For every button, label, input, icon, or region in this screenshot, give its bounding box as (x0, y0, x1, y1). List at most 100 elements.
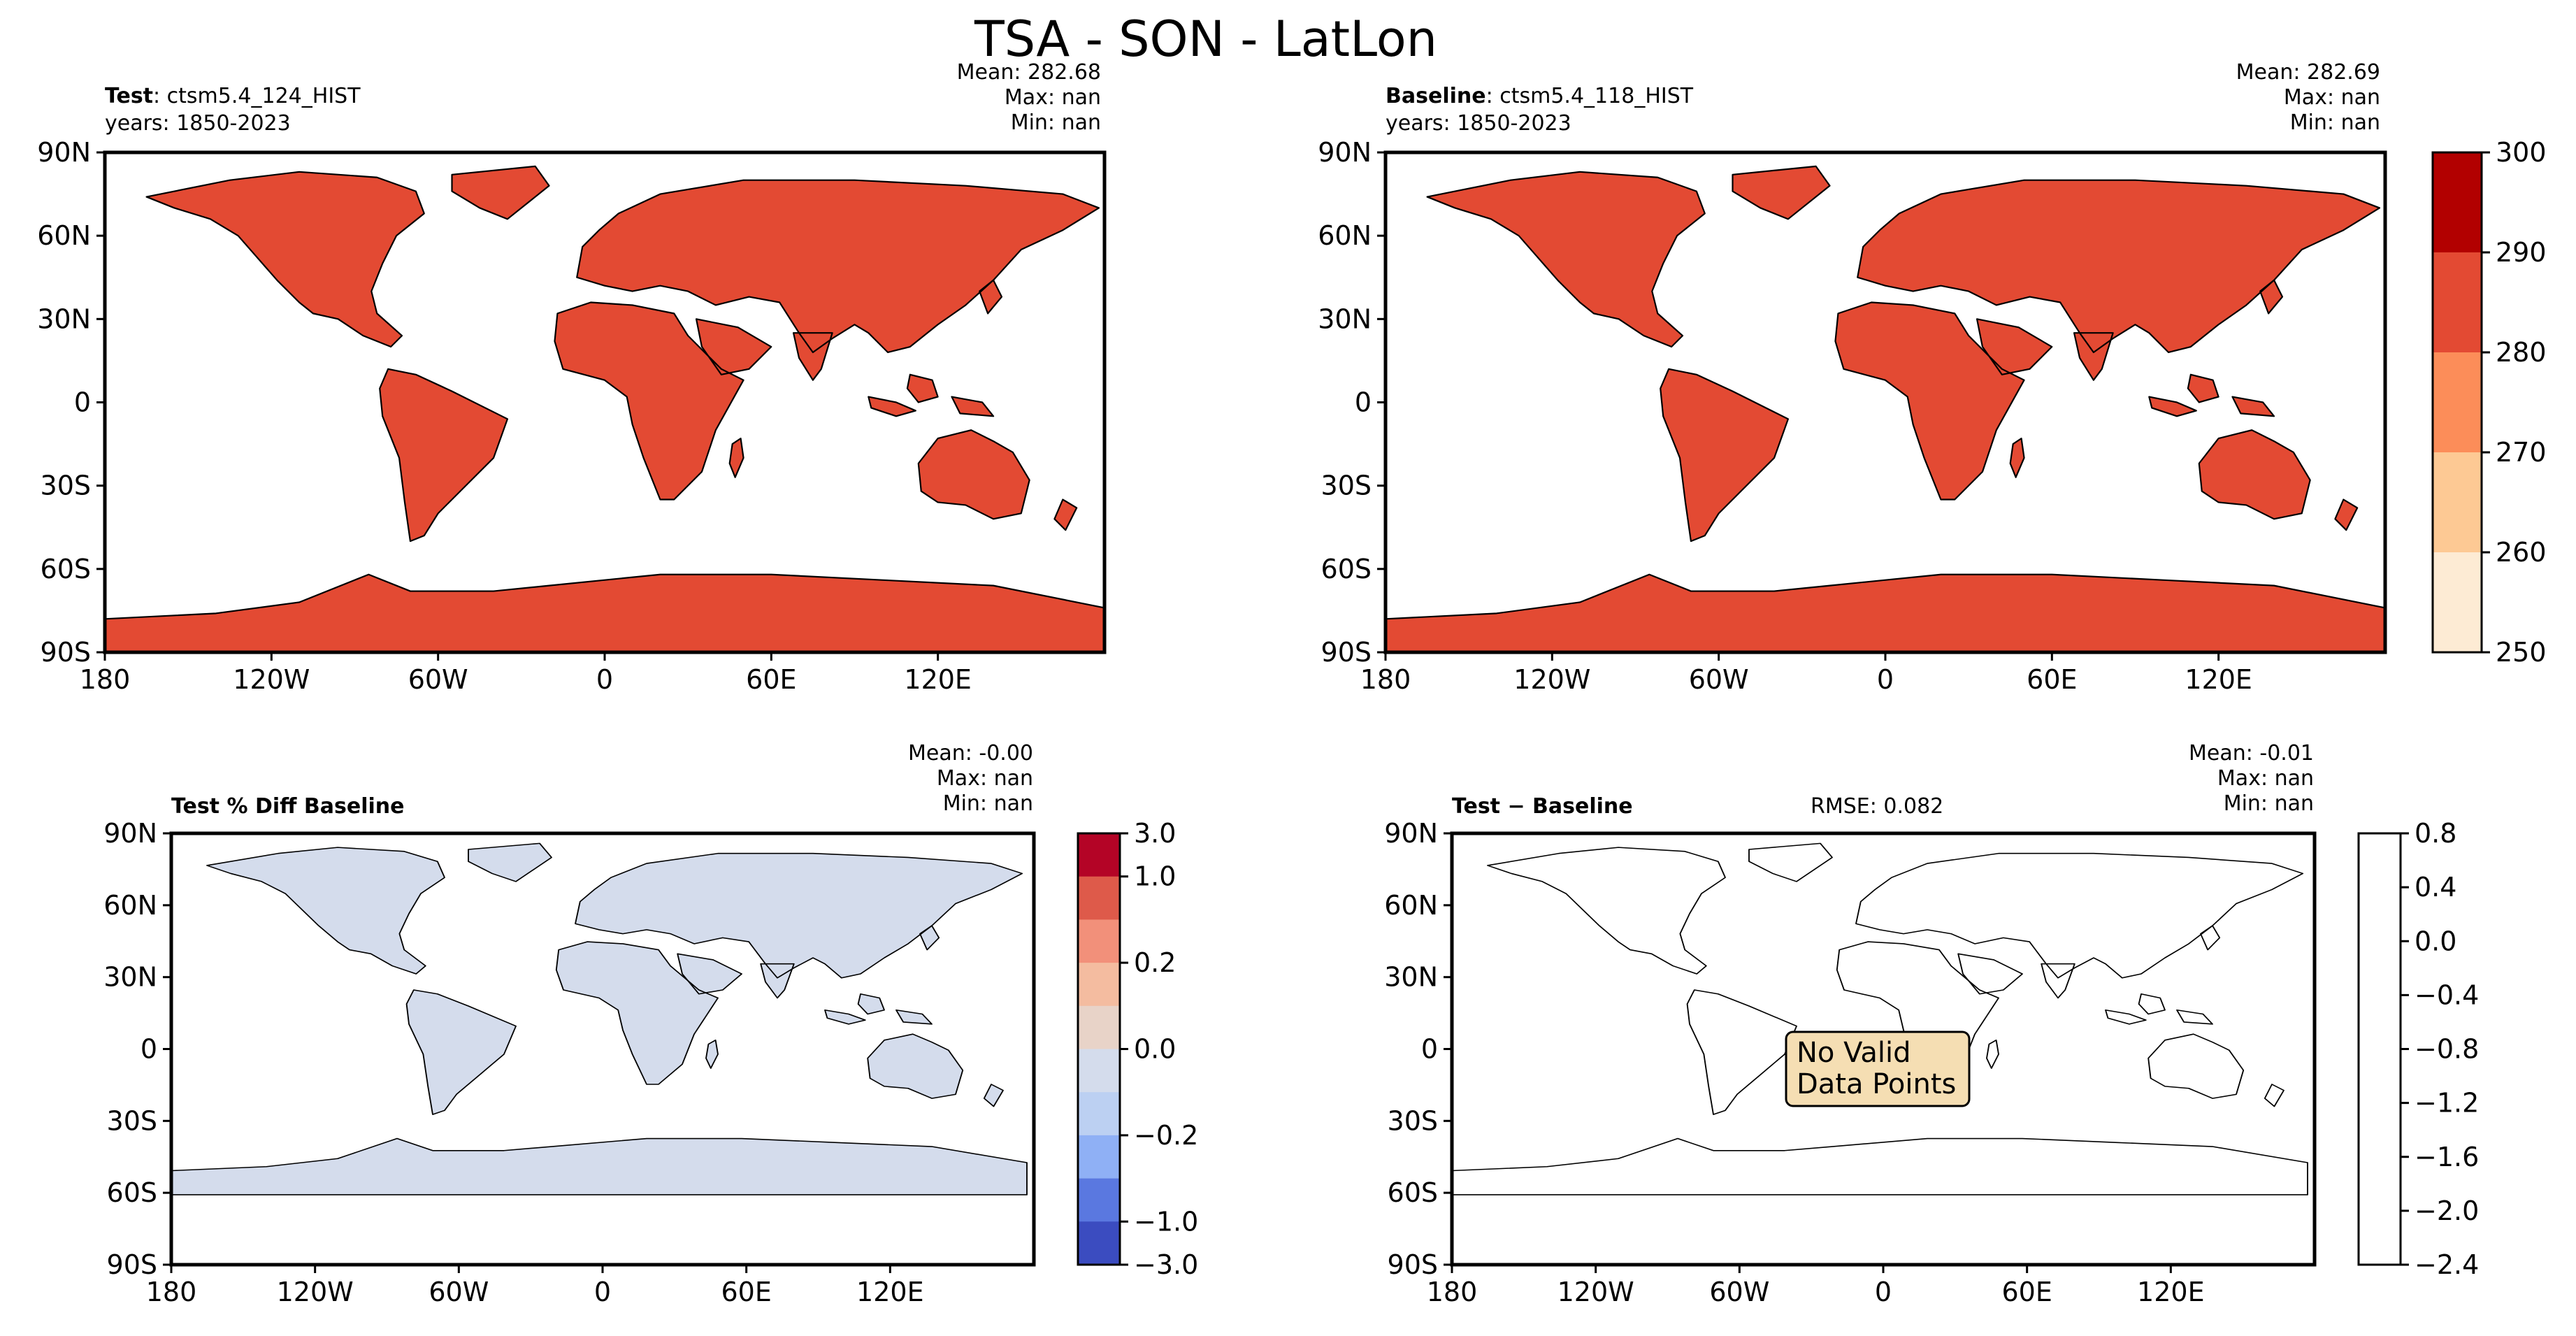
test-panel: Test: ctsm5.4_124_HIST years: 1850-2023 … (37, 60, 1107, 695)
lat-tick-label: 0 (74, 387, 91, 418)
colorbar-swatch (1078, 919, 1120, 963)
baseline-map-land-0 (1427, 171, 1705, 347)
lon-tick-label: 0 (1877, 664, 1894, 695)
baseline-label: Baseline (1386, 84, 1486, 108)
lon-tick-label: 60E (721, 1277, 771, 1307)
diverging-colorbar: 3.0 1.0 0.2 0.0 −0.2 −1.0 −3.0 (1077, 818, 1198, 1280)
lat-tick-label: 0 (141, 1034, 157, 1065)
colorbar-label: −3.0 (1134, 1249, 1198, 1280)
lon-ticks: 180 120W 60W 0 60E 120E (146, 1265, 924, 1307)
lon-tick-label: 120E (2137, 1277, 2205, 1307)
colorbar-label: 0.4 (2415, 872, 2456, 903)
baseline-map-land-3 (1857, 180, 2380, 352)
colorbar-label: 0.8 (2415, 818, 2456, 849)
colorbar-swatch (1078, 1178, 1120, 1222)
colorbar-swatch (2433, 352, 2482, 453)
nodata-line-2: Data Points (1797, 1068, 1956, 1100)
baseline-mean: Mean: 282.69 (2236, 60, 2380, 85)
lon-tick-label: 120W (277, 1277, 354, 1307)
colorbar-label: −2.4 (2415, 1249, 2479, 1280)
pctdiff-map-land-5 (706, 1040, 718, 1069)
lon-tick-label: 60E (2001, 1277, 2052, 1307)
lat-tick-label: 30N (37, 303, 91, 334)
pctdiff-map-land-4 (556, 942, 718, 1084)
colorbar-label: 300 (2496, 137, 2547, 168)
lon-tick-label: 60W (429, 1277, 489, 1307)
test-map-land-2 (452, 166, 549, 220)
lon-tick-label: 60E (2027, 664, 2077, 695)
pctdiff-map-land-10 (896, 1010, 932, 1024)
lat-tick-label: 30N (103, 962, 157, 993)
pctdiff-map-land-6 (677, 954, 742, 994)
lat-tick-label: 90S (1321, 637, 1372, 668)
colorbar-swatch (1078, 1049, 1120, 1093)
diff-colorbar: 0.8 0.4 0.0 −0.4 −0.8 −1.2 −1.6 −2.0 −2.4 (2357, 818, 2479, 1280)
baseline-map-land-4 (1835, 302, 2024, 500)
colorbar-label: 250 (2496, 637, 2547, 668)
pctdiff-map-land-3 (575, 853, 1023, 978)
nodata-annotation: No Valid Data Points (1785, 1030, 1971, 1107)
lat-tick-label: 30N (1318, 303, 1372, 334)
lat-tick-label: 30S (1321, 471, 1372, 501)
lon-tick-label: 180 (80, 664, 131, 695)
pctdiff-max: Max: nan (937, 766, 1033, 791)
lat-tick-label: 0 (1355, 387, 1372, 418)
diff-label: Test − Baseline (1452, 794, 1633, 819)
test-header: Test: ctsm5.4_124_HIST (105, 84, 361, 108)
lat-tick-label: 30S (107, 1105, 157, 1136)
baseline-map-land-1 (1660, 368, 1788, 542)
pctdiff-panel: Test % Diff Baseline Mean: -0.00 Max: na… (103, 741, 1036, 1307)
colorbar-swatch (1078, 1005, 1120, 1049)
colorbar-label: 290 (2496, 237, 2547, 268)
colorbar-swatch (2433, 452, 2482, 553)
lat-tick-label: 60N (1318, 220, 1372, 251)
nodata-line-1: No Valid (1797, 1037, 1911, 1069)
pctdiff-label: Test % Diff Baseline (171, 794, 405, 819)
colorbar-label: 3.0 (1134, 818, 1176, 849)
test-map-land-9 (907, 374, 938, 403)
pctdiff-mean: Mean: -0.00 (908, 741, 1033, 766)
pctdiff-map-land-fill (171, 843, 1027, 1195)
diff-panel: Test − Baseline RMSE: 0.082 Mean: -0.01 … (1384, 741, 2317, 1307)
baseline-map-land-14 (1386, 574, 2385, 652)
baseline-header: Baseline: ctsm5.4_118_HIST (1386, 84, 1694, 108)
lon-tick-label: 180 (1427, 1277, 1478, 1307)
lon-tick-label: 60W (408, 664, 468, 695)
test-map-land-1 (380, 368, 508, 542)
pctdiff-map-land-8 (825, 1010, 865, 1024)
test-map-land-10 (951, 396, 994, 417)
lat-tick-label: 30S (1388, 1105, 1438, 1136)
figure-title: TSA - SON - LatLon (974, 10, 1437, 68)
baseline-map-land-9 (2187, 374, 2219, 403)
test-map-land-3 (577, 180, 1099, 352)
diff-coastlines (1451, 842, 2308, 1195)
test-label: Test (105, 84, 153, 108)
colorbar-swatch (2359, 833, 2401, 1265)
pctdiff-map-land-0 (207, 847, 445, 975)
colorbar-label: −0.8 (2415, 1034, 2479, 1065)
lat-tick-label: 60S (107, 1177, 157, 1208)
lon-tick-label: 0 (1875, 1277, 1892, 1307)
test-map-land-fill (105, 166, 1104, 652)
baseline-map-land-2 (1732, 166, 1830, 220)
pctdiff-min: Min: nan (943, 791, 1033, 816)
lat-tick-label: 60N (103, 890, 157, 921)
test-max: Max: nan (1005, 85, 1101, 110)
lat-tick-label: 90S (107, 1249, 157, 1280)
test-case: : ctsm5.4_124_HIST (153, 84, 361, 108)
test-map-land-12 (918, 430, 1030, 519)
colorbar-swatch (2433, 552, 2482, 653)
baseline-case: : ctsm5.4_118_HIST (1486, 84, 1694, 108)
lat-tick-label: 0 (1421, 1034, 1438, 1065)
colorbar-label: −1.6 (2415, 1142, 2479, 1172)
colorbar-swatch (2433, 152, 2482, 253)
lon-tick-label: 60W (1709, 1277, 1769, 1307)
colorbar-label: −1.0 (1134, 1206, 1198, 1237)
test-map-land-6 (696, 319, 772, 375)
baseline-map-land-5 (2010, 438, 2024, 477)
test-map-land-0 (146, 171, 424, 347)
colorbar-label: 280 (2496, 337, 2547, 368)
test-map-land-8 (868, 396, 916, 417)
test-map-land-5 (729, 438, 744, 477)
